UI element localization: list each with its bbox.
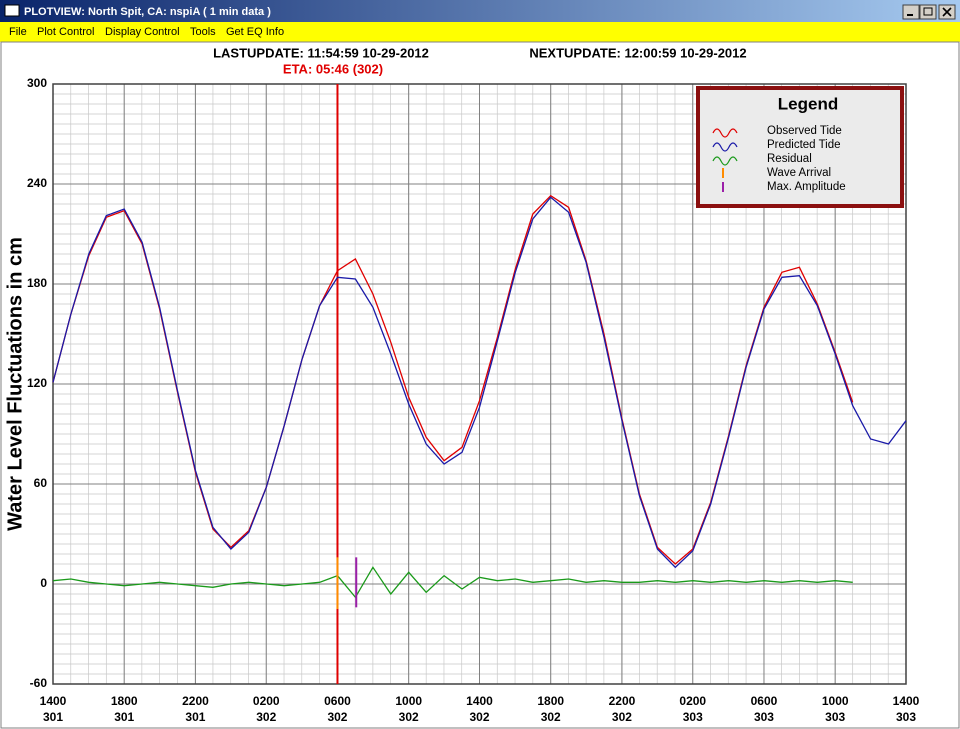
x-tick-day: 301 — [43, 710, 63, 724]
x-tick-day: 302 — [399, 710, 419, 724]
legend-label: Wave Arrival — [767, 167, 831, 179]
x-tick-label: 2200 — [609, 694, 636, 708]
app-icon — [4, 4, 20, 17]
last-update: LASTUPDATE: 11:54:59 10-29-2012 — [213, 45, 429, 60]
legend-icon — [712, 128, 738, 138]
legend-label: Residual — [767, 153, 812, 165]
legend-box — [696, 86, 904, 208]
x-tick-label: 1400 — [893, 694, 920, 708]
minimize-button[interactable] — [902, 4, 920, 20]
x-tick-day: 302 — [612, 710, 632, 724]
y-axis-label: Water Level Fluctuations in cm — [4, 237, 26, 531]
series-line — [52, 566, 853, 599]
x-tick-day: 302 — [541, 710, 561, 724]
y-tick-label: 300 — [27, 76, 47, 90]
x-tick-label: 1800 — [537, 694, 564, 708]
menu-bar — [0, 22, 960, 42]
x-tick-label: 1000 — [395, 694, 422, 708]
x-tick-day: 302 — [469, 710, 489, 724]
x-tick-label: 1400 — [466, 694, 493, 708]
x-tick-day: 301 — [114, 710, 134, 724]
x-tick-label: 2200 — [182, 694, 209, 708]
x-tick-label: 1800 — [111, 694, 138, 708]
menu-item[interactable]: Plot Control — [37, 26, 94, 38]
title-bar — [0, 0, 960, 22]
maximize-button[interactable] — [919, 4, 937, 20]
x-tick-label: 0200 — [253, 694, 280, 708]
close-icon — [942, 7, 952, 17]
next-update: NEXTUPDATE: 12:00:59 10-29-2012 — [529, 45, 746, 60]
menu-item[interactable]: Get EQ Info — [226, 26, 284, 38]
x-tick-day: 302 — [256, 710, 276, 724]
x-tick-day: 303 — [683, 710, 703, 724]
x-tick-day: 301 — [185, 710, 205, 724]
legend-icon — [712, 142, 738, 152]
plot-border — [52, 83, 907, 685]
x-tick-label: 0200 — [679, 694, 706, 708]
legend-label: Max. Amplitude — [767, 181, 846, 193]
x-tick-label: 1400 — [40, 694, 67, 708]
series-line — [52, 196, 907, 569]
x-tick-day: 302 — [327, 710, 347, 724]
eta-label: ETA: 05:46 (302) — [283, 61, 383, 76]
legend-icon — [712, 156, 738, 166]
x-tick-label: 1000 — [822, 694, 849, 708]
legend-title: Legend — [778, 94, 838, 113]
x-tick-day: 303 — [825, 710, 845, 724]
menu-item[interactable]: File — [9, 26, 27, 38]
legend-label: Observed Tide — [767, 125, 842, 137]
x-tick-label: 0600 — [751, 694, 778, 708]
y-tick-label: 120 — [27, 376, 47, 390]
maximize-icon — [923, 7, 933, 16]
plot: -60 0 60 120 180 240 300 1400 301 1800 301 2200 301 0… — [27, 76, 920, 724]
menu-item[interactable]: Tools — [190, 26, 216, 38]
client-border — [0, 41, 960, 729]
y-tick-label: 240 — [27, 176, 47, 190]
y-tick-label: 180 — [27, 276, 47, 290]
x-tick-label: 0600 — [324, 694, 351, 708]
x-tick-day: 303 — [754, 710, 774, 724]
y-tick-label: 60 — [34, 476, 48, 490]
window-buttons — [902, 4, 956, 20]
x-tick-day: 303 — [896, 710, 916, 724]
window-title: PLOTVIEW: North Spit, CA: nspiA ( 1 min … — [24, 6, 271, 18]
y-tick-label: 0 — [40, 576, 47, 590]
menu-item[interactable]: Display Control — [105, 26, 180, 38]
y-tick-label: -60 — [30, 676, 48, 690]
legend-label: Predicted Tide — [767, 139, 841, 151]
